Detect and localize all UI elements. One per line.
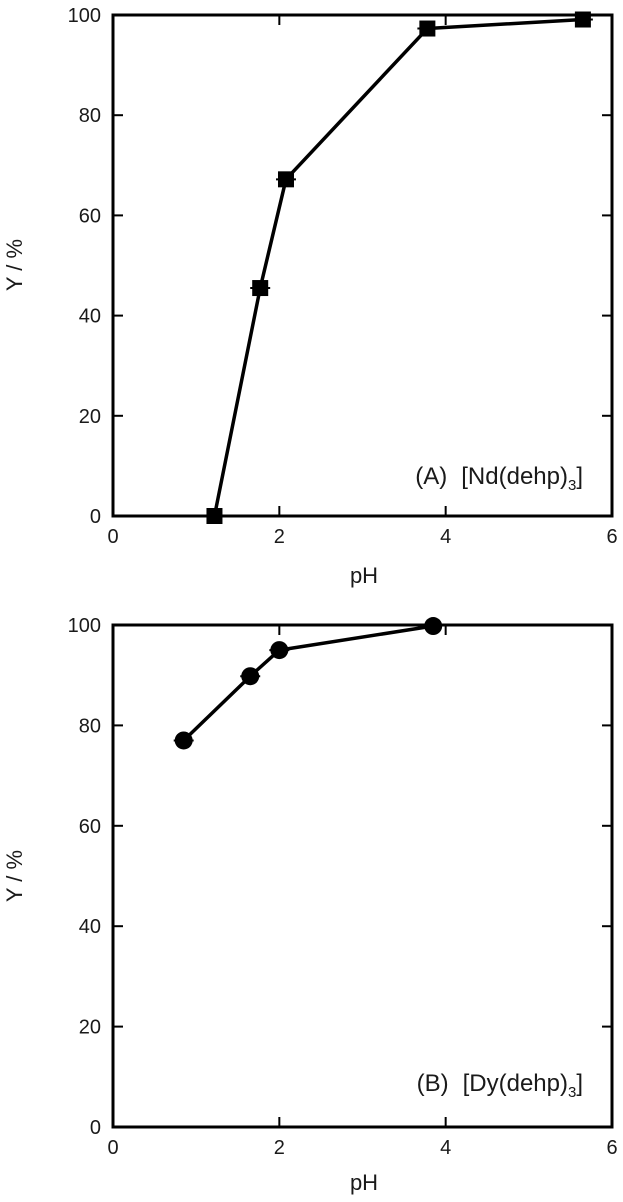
data-point <box>252 280 269 297</box>
y-tick-label: 40 <box>79 916 101 938</box>
y-tick-label: 100 <box>68 5 101 27</box>
x-tick-label: 0 <box>107 526 118 548</box>
panel-label-a: (A) [Nd(dehp)3] <box>415 463 583 494</box>
data-point <box>419 20 436 37</box>
panel-label-b: (B) [Dy(dehp)3] <box>417 1070 583 1101</box>
data-point <box>241 667 260 686</box>
data-point <box>277 171 294 188</box>
x-tick-label: 6 <box>606 526 617 548</box>
data-point <box>424 617 443 636</box>
data-point <box>270 641 289 660</box>
series-line <box>182 624 434 742</box>
y-tick-label: 80 <box>79 105 101 127</box>
y-axis-title: Y / % <box>2 239 27 291</box>
y-tick-label: 0 <box>90 506 101 528</box>
y-tick-label: 20 <box>79 406 101 428</box>
plot-frame <box>111 623 614 1129</box>
data-point <box>574 11 591 28</box>
y-tick-label: 80 <box>79 715 101 737</box>
x-tick-label: 6 <box>606 1137 617 1159</box>
x-axis-title: pH <box>350 1170 378 1195</box>
series-line <box>212 17 583 517</box>
x-tick-label: 2 <box>274 526 285 548</box>
y-tick-label: 20 <box>79 1017 101 1039</box>
y-tick-label: 0 <box>90 1117 101 1139</box>
y-tick-label: 60 <box>79 816 101 838</box>
y-axis-title: Y / % <box>2 850 27 902</box>
x-tick-label: 4 <box>440 1137 451 1159</box>
x-tick-label: 2 <box>274 1137 285 1159</box>
y-tick-label: 40 <box>79 306 101 328</box>
x-axis-title: pH <box>350 563 378 588</box>
x-tick-label: 0 <box>107 1137 118 1159</box>
y-tick-label: 60 <box>79 205 101 227</box>
data-point <box>174 731 193 750</box>
data-point <box>206 508 223 524</box>
x-tick-label: 4 <box>440 526 451 548</box>
plot-frame <box>111 13 614 518</box>
y-tick-label: 100 <box>68 615 101 637</box>
